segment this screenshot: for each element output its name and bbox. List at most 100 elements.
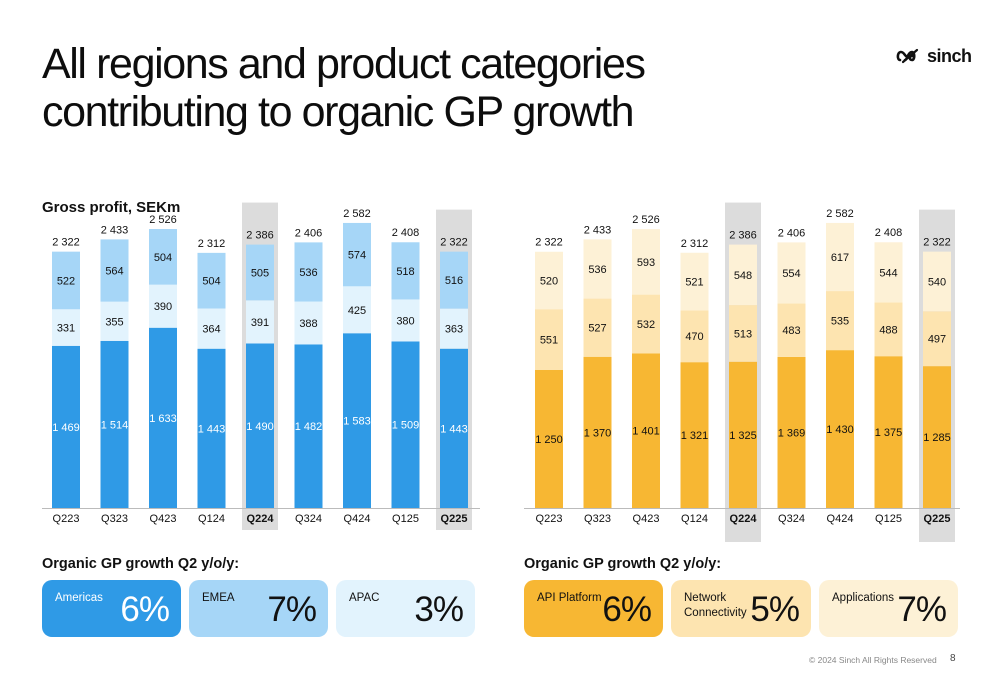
left-growth-title: Organic GP growth Q2 y/o/y: [42,556,240,572]
bar-value-label: 391 [251,317,269,329]
bar-segment [52,251,80,310]
x-tick-label: Q225 [924,513,951,525]
bar-segment [874,242,903,303]
bar-value-label: 497 [928,334,946,346]
right-growth-title: Organic GP growth Q2 y/o/y: [524,556,722,572]
bar-segment [923,251,951,312]
bar-total-label: 2 406 [295,227,323,239]
bar-segment [440,308,468,349]
api-platform-card: API Platform 6% [524,580,663,637]
bar-value-label: 505 [251,267,269,279]
bar-segment [197,348,226,508]
bar-segment [535,251,563,310]
bar-value-label: 1 443 [440,423,468,435]
bar-value-label: 504 [202,276,220,288]
gross-profit-title: Gross profit, SEKm [42,199,181,216]
bar-value-label: 536 [299,267,317,279]
bar-total-label: 2 322 [535,237,563,249]
applications-card: Applications 7% [819,580,958,637]
bar-value-label: 540 [928,276,946,288]
bar-total-label: 2 526 [149,214,177,226]
card-value: 5% [750,590,800,629]
bar-value-label: 554 [782,268,800,280]
bar-value-label: 1 509 [392,420,420,432]
bar-segment [246,300,274,344]
copyright-text: © 2024 Sinch All Rights Reserved [809,655,937,665]
card-value: 6% [120,590,170,629]
bar-value-label: 518 [396,266,414,278]
bar-total-label: 2 406 [778,227,806,239]
bar-segment [923,311,951,367]
card-label: APAC [349,592,380,604]
bar-segment [52,345,80,508]
bar-value-label: 380 [396,315,414,327]
bar-value-label: 574 [348,250,366,262]
bar-segment [149,327,177,508]
bar-value-label: 1 430 [826,424,854,436]
bar-segment [923,366,951,508]
bar-segment [197,308,226,349]
card-value: 7% [267,590,317,629]
bar-value-label: 593 [637,257,655,269]
bar-value-label: 535 [831,316,849,328]
bar-total-label: 2 322 [440,237,468,249]
page-number: 8 [950,653,956,664]
bar-segment [777,242,806,304]
bar-value-label: 536 [588,264,606,276]
bar-segment [440,348,468,508]
emea-card: EMEA 7% [189,580,328,637]
logo-text: sinch [927,45,972,66]
bar-total-label: 2 582 [826,208,854,220]
x-tick-label: Q223 [536,513,563,525]
x-tick-label: Q323 [584,513,611,525]
bar-segment [535,370,563,508]
bar-segment [632,353,660,508]
sinch-logo-icon [896,48,919,64]
bar-segment [632,294,660,354]
bar-segment [826,222,854,292]
bar-segment [246,343,274,508]
bar-segment [874,302,903,357]
bar-segment [729,244,757,306]
bar-value-label: 521 [685,277,703,289]
bar-value-label: 363 [445,324,463,336]
bar-value-label: 364 [202,324,220,336]
bar-value-label: 527 [588,323,606,335]
bar-value-label: 1 469 [52,422,80,434]
bar-total-label: 2 312 [681,238,709,250]
bar-segment [777,303,806,357]
network-connectivity-card: Network Connectivity 5% [671,580,811,637]
x-tick-label: Q125 [875,513,902,525]
bar-segment [246,244,274,301]
card-value: 7% [897,590,947,629]
page-title: All regions and product categories contr… [42,40,802,136]
x-tick-label: Q323 [101,513,128,525]
x-tick-label: Q124 [198,513,225,525]
bar-segment [632,229,660,295]
x-tick-label: Q423 [150,513,177,525]
card-label: EMEA [202,592,235,604]
bar-segment [440,251,468,309]
x-tick-label: Q324 [295,513,322,525]
bar-segment [52,309,80,346]
bar-segment [100,239,129,302]
bar-segment [680,252,709,311]
bar-value-label: 1 482 [295,421,323,433]
bar-segment [874,356,903,508]
bar-value-label: 504 [154,252,172,264]
bar-value-label: 1 514 [101,419,129,431]
bar-value-label: 522 [57,275,75,287]
bar-value-label: 532 [637,319,655,331]
card-label: Network Connectivity [684,592,747,619]
bar-segment [680,362,709,508]
bar-total-label: 2 386 [729,230,757,242]
bar-total-label: 2 312 [198,238,226,250]
bar-segment [100,340,129,508]
bar-value-label: 1 325 [729,430,757,442]
bar-value-label: 425 [348,305,366,317]
bar-value-label: 1 370 [584,427,612,439]
bar-value-label: 488 [879,324,897,336]
bar-value-label: 390 [154,301,172,313]
bar-value-label: 1 401 [632,426,660,438]
